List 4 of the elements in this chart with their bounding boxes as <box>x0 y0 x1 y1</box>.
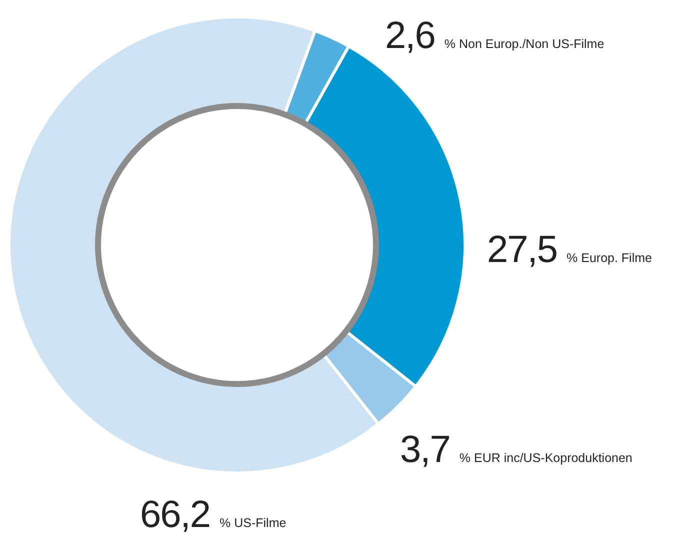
slice-label: 27,5 % Europ. Filme <box>487 229 652 271</box>
slice-label: 66,2 % US-Filme <box>140 494 286 536</box>
slice-label: 2,6 % Non Europ./Non US-Filme <box>385 15 604 57</box>
slice-label: 3,7 % EUR inc/US-Koproduktionen <box>400 429 632 471</box>
